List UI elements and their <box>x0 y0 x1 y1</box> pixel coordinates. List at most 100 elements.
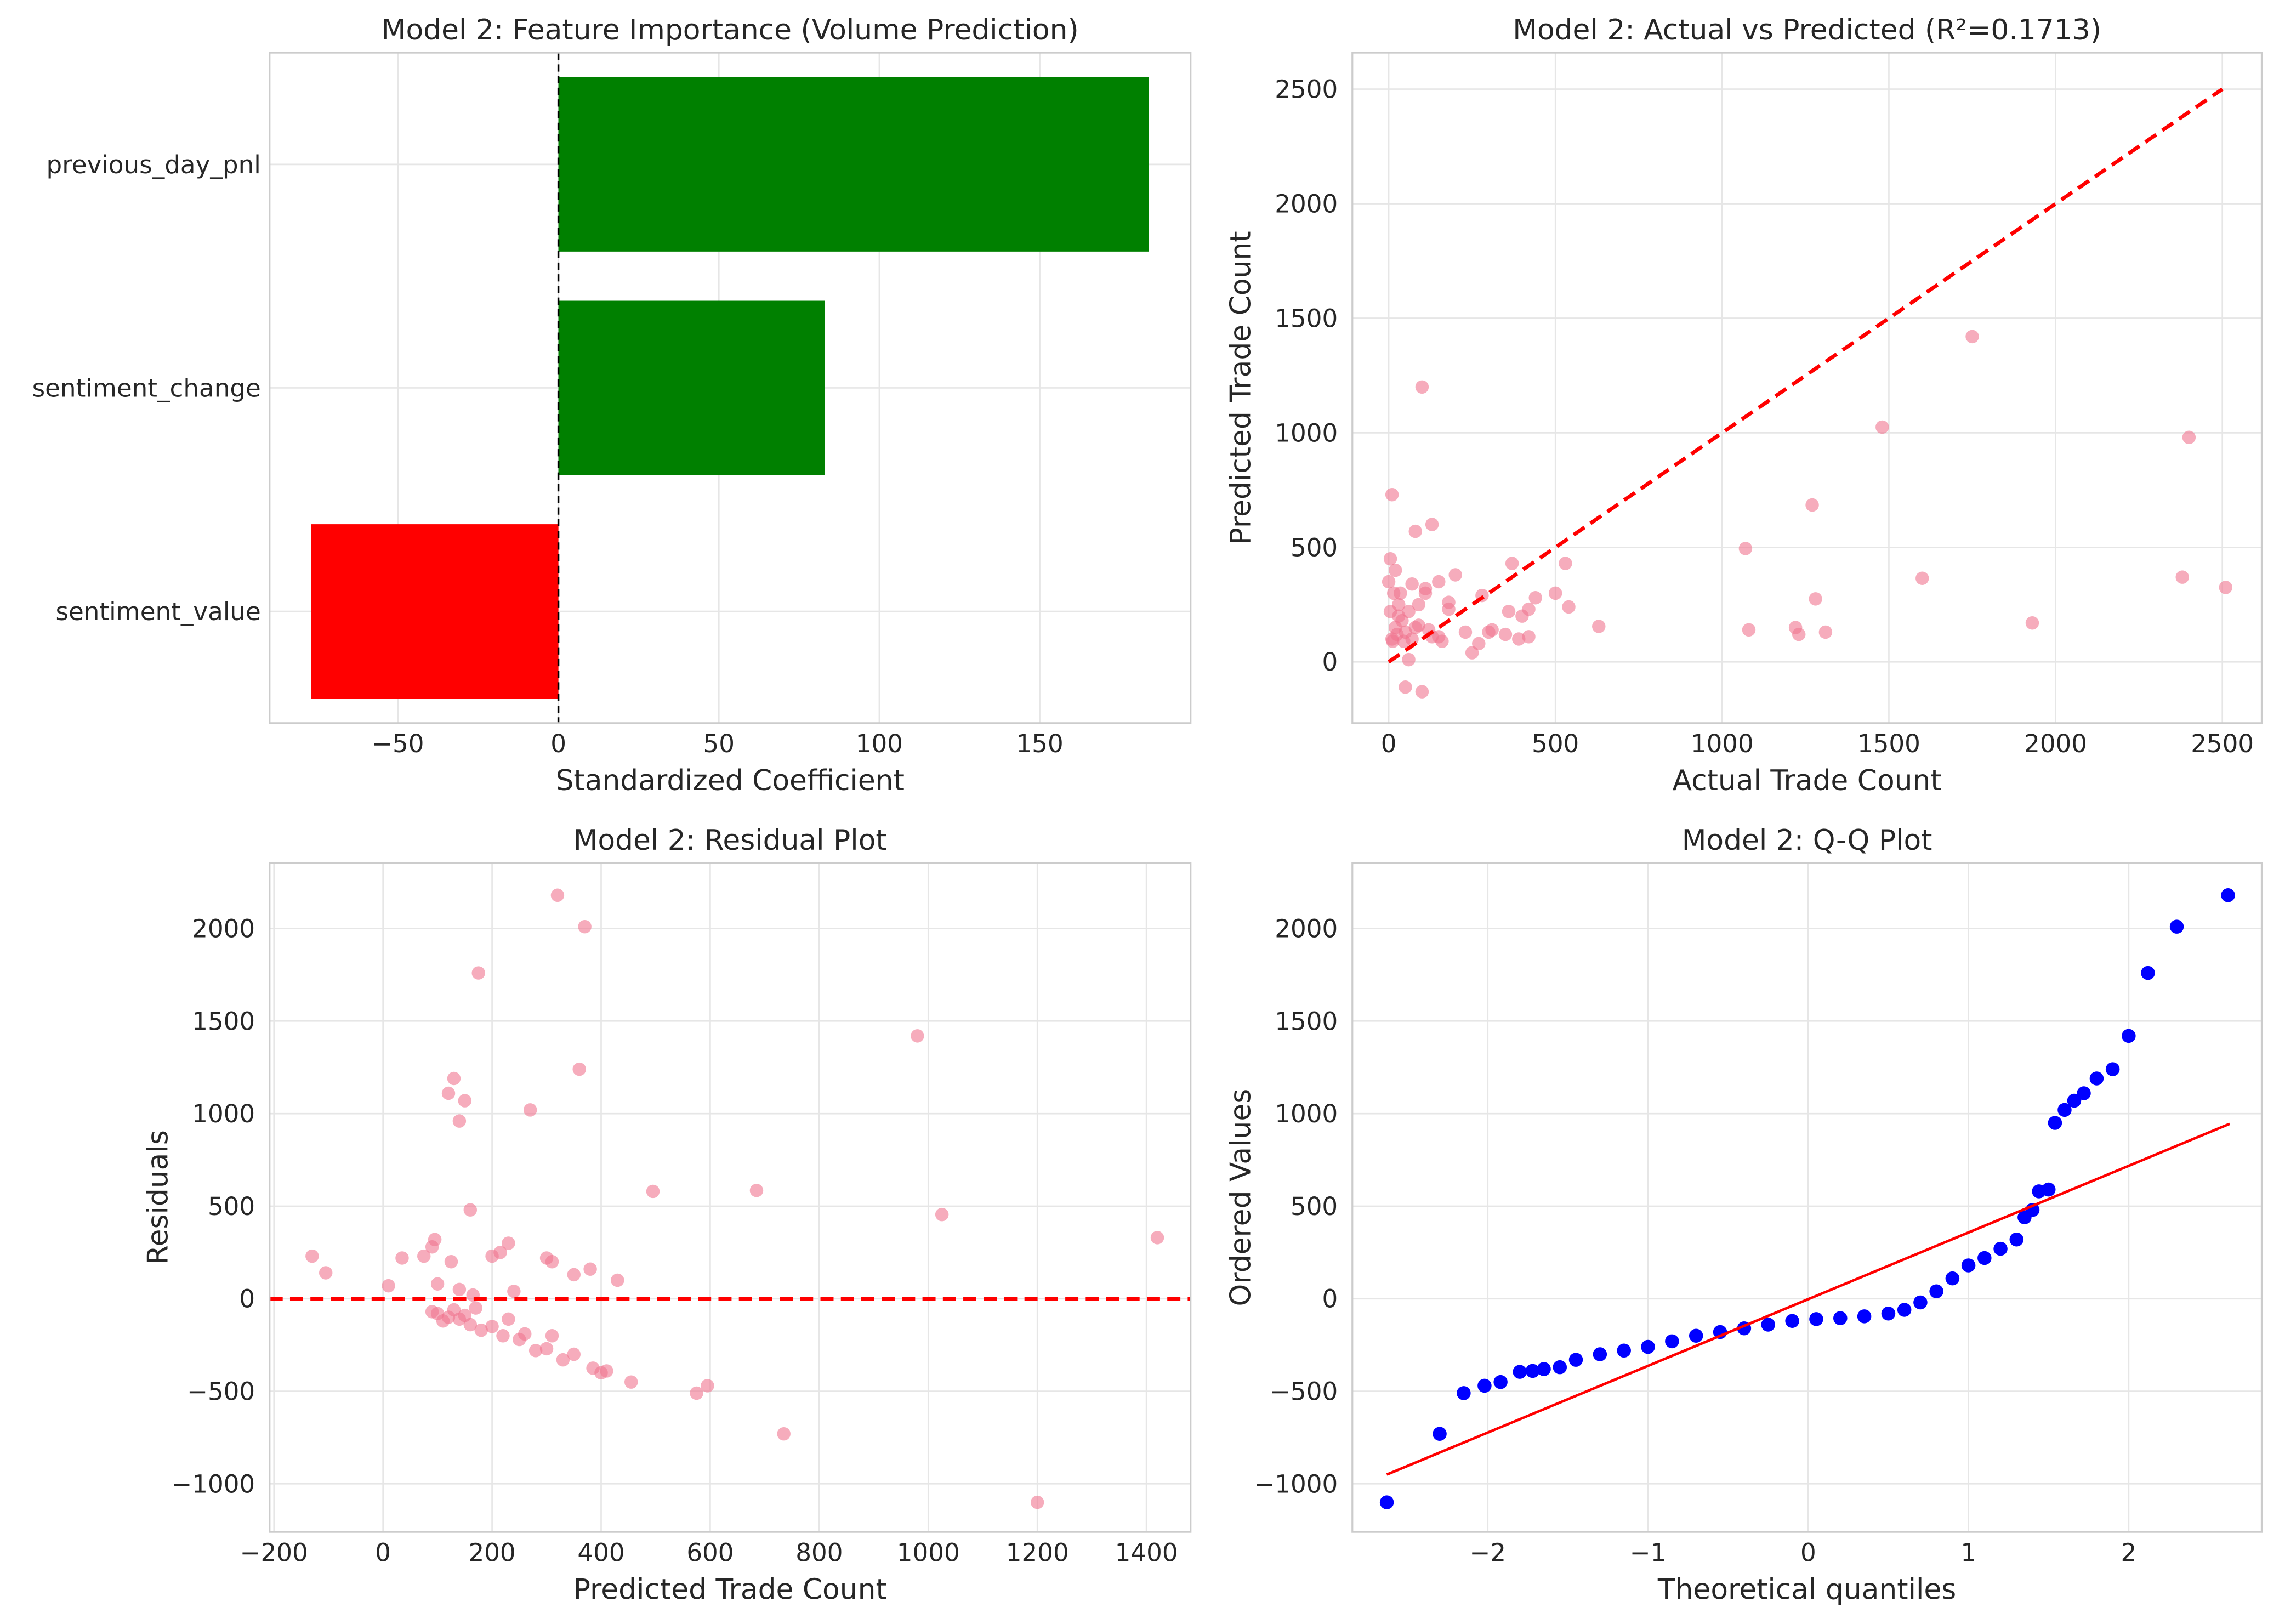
point <box>1562 600 1576 614</box>
point <box>305 1249 319 1263</box>
subplot: Model 2: Feature Importance (Volume Pred… <box>32 14 1192 797</box>
point <box>523 1103 537 1117</box>
point <box>425 1305 439 1319</box>
point <box>502 1236 515 1250</box>
point <box>1405 577 1419 591</box>
x-tick-label: 200 <box>468 1538 515 1567</box>
point <box>1857 1309 1872 1324</box>
subplot: Model 2: Q-Q Plot Theoretical quantiles Or… <box>1225 824 2263 1606</box>
point <box>507 1285 521 1298</box>
y-tick-label: sentiment_change <box>32 373 261 402</box>
bar <box>311 524 559 699</box>
point <box>502 1312 515 1326</box>
point <box>701 1379 714 1393</box>
point <box>452 1114 467 1128</box>
point <box>539 1342 554 1356</box>
point <box>1689 1328 1703 1343</box>
point <box>2169 919 2184 934</box>
point <box>1485 623 1499 637</box>
subplot: Model 2: Actual vs Predicted (R²=0.1713)… <box>1225 14 2263 797</box>
point <box>2089 1071 2104 1086</box>
point <box>1548 586 1562 600</box>
point <box>556 1353 570 1367</box>
point <box>1442 602 1456 616</box>
point <box>1415 380 1429 394</box>
x-axis-label: Standardized Coefficient <box>555 764 904 797</box>
point <box>1457 1386 1471 1400</box>
y-tick-label: 1000 <box>1275 1099 1338 1128</box>
point <box>1472 637 1486 651</box>
x-tick-label: 400 <box>577 1538 624 1567</box>
y-tick-label: sentiment_value <box>55 597 260 626</box>
point <box>2041 1182 2056 1197</box>
point <box>1408 524 1422 538</box>
point <box>594 1366 608 1380</box>
point <box>1435 634 1449 648</box>
point <box>395 1251 409 1265</box>
point <box>1665 1334 1679 1349</box>
point <box>1512 632 1526 646</box>
point <box>1030 1495 1044 1509</box>
point <box>319 1266 333 1280</box>
point <box>1742 623 1756 637</box>
point <box>1592 620 1606 633</box>
point <box>1412 618 1426 632</box>
point <box>518 1327 532 1341</box>
point <box>2048 1116 2062 1130</box>
point <box>935 1207 949 1222</box>
point <box>447 1071 461 1086</box>
chart-title: Model 2: Residual Plot <box>573 824 887 857</box>
point <box>583 1262 597 1276</box>
point <box>1537 1362 1551 1376</box>
point <box>1394 586 1407 600</box>
point <box>1897 1303 1912 1317</box>
point <box>474 1323 488 1337</box>
point <box>1513 1365 1527 1379</box>
y-tick-label: −500 <box>1270 1377 1338 1406</box>
fit-line <box>1386 1122 2230 1476</box>
y-tick-label: 1500 <box>1275 304 1338 333</box>
x-tick-label: 2 <box>2121 1538 2137 1567</box>
point <box>1528 591 1542 605</box>
point <box>624 1375 638 1389</box>
point <box>1792 627 1806 641</box>
point <box>550 888 565 902</box>
point <box>1383 552 1397 566</box>
x-tick-label: −1 <box>1630 1538 1667 1567</box>
point <box>1809 1312 1823 1326</box>
point <box>458 1094 472 1108</box>
chart-title: Model 2: Feature Importance (Volume Pred… <box>382 14 1079 47</box>
point <box>2067 1093 2082 1108</box>
point <box>1150 1231 1164 1245</box>
point <box>611 1273 624 1287</box>
point <box>1977 1251 1992 1265</box>
point <box>567 1347 581 1361</box>
point <box>1915 571 1929 585</box>
point <box>646 1184 660 1199</box>
point <box>1433 1427 1447 1441</box>
point <box>1875 420 1889 434</box>
x-tick-label: 1 <box>1960 1538 1976 1567</box>
point <box>1505 557 1519 570</box>
plot-frame <box>1351 52 2263 724</box>
point <box>441 1086 456 1100</box>
chart-title: Model 2: Q-Q Plot <box>1682 824 1932 857</box>
point <box>1881 1307 1896 1321</box>
y-tick-label: 500 <box>1291 533 1338 562</box>
point <box>417 1249 431 1263</box>
point <box>1382 575 1396 589</box>
point <box>1383 605 1397 618</box>
y-tick-label: previous_day_pnl <box>47 150 261 179</box>
x-tick-label: −50 <box>372 729 424 758</box>
x-tick-label: 0 <box>1800 1538 1816 1567</box>
point <box>1525 1364 1540 1378</box>
point <box>1493 1375 1508 1389</box>
point <box>1945 1271 1960 1286</box>
reference-line <box>1388 87 2224 664</box>
point <box>1402 605 1416 618</box>
point <box>1432 575 1446 589</box>
point <box>578 919 592 934</box>
x-tick-label: 800 <box>795 1538 843 1567</box>
y-tick-label: 0 <box>239 1285 255 1314</box>
point <box>1415 685 1429 699</box>
